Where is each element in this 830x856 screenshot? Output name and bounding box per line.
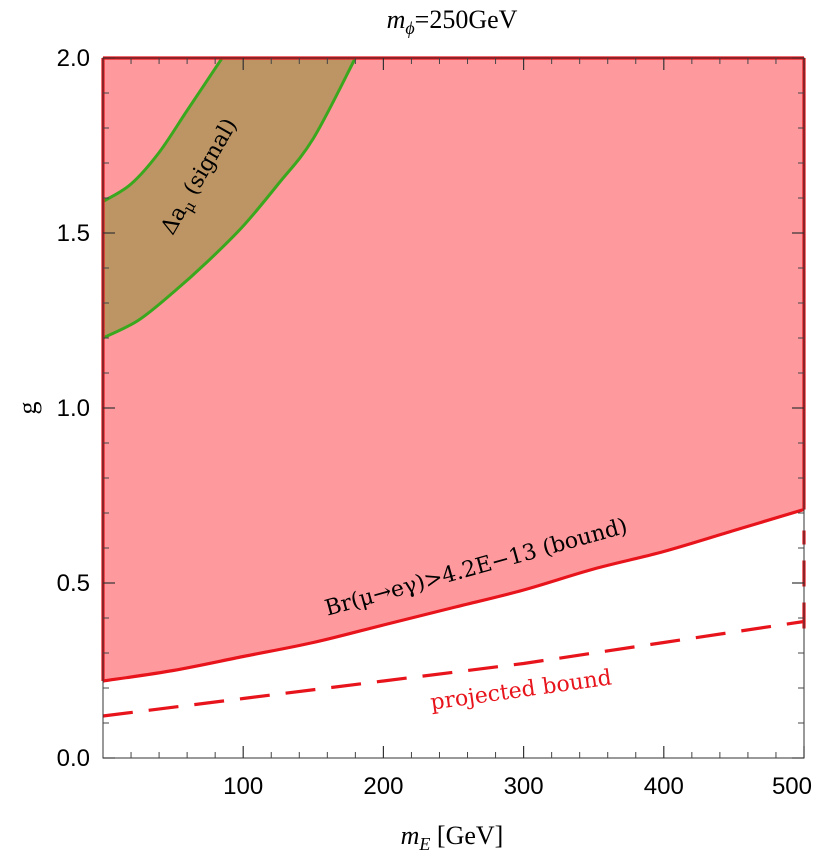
excluded-region: [103, 58, 804, 681]
signal-lower-edge: [102, 57, 357, 340]
chart-title: mϕ=250GeV: [387, 5, 518, 38]
y-tick-label: 1.0: [57, 395, 90, 422]
x-tick-label: 300: [504, 773, 544, 800]
signal-band: [103, 58, 356, 338]
x-tick-label: 500: [772, 773, 812, 800]
x-tick-label: 100: [223, 773, 263, 800]
title-main: m: [387, 5, 406, 34]
x-axis-label: mE [GeV]: [401, 821, 504, 854]
x-tick-label: 200: [363, 773, 403, 800]
y-tick-label: 2.0: [57, 45, 90, 72]
y-tick-label: 0.5: [57, 570, 90, 597]
xlabel-sub: E: [418, 834, 430, 854]
bound-line: [102, 507, 805, 683]
projected-bound-line: [102, 619, 805, 718]
y-tick-label: 1.5: [57, 220, 90, 247]
plot-area: 100 200 300 400 500 0.0 0.5 1.0 1.5 2.0: [57, 45, 812, 800]
y-tick-label: 0.0: [57, 745, 90, 772]
signal-upper-edge: [102, 57, 224, 203]
projected-annotation: projected bound: [429, 665, 613, 715]
title-sub: ϕ: [405, 18, 414, 38]
xlabel-main: m: [401, 821, 420, 850]
x-tick-label: 400: [644, 773, 684, 800]
xlabel-rest: [GeV]: [430, 821, 503, 850]
y-axis-label: g: [13, 402, 42, 415]
title-rest: =250GeV: [415, 5, 518, 34]
